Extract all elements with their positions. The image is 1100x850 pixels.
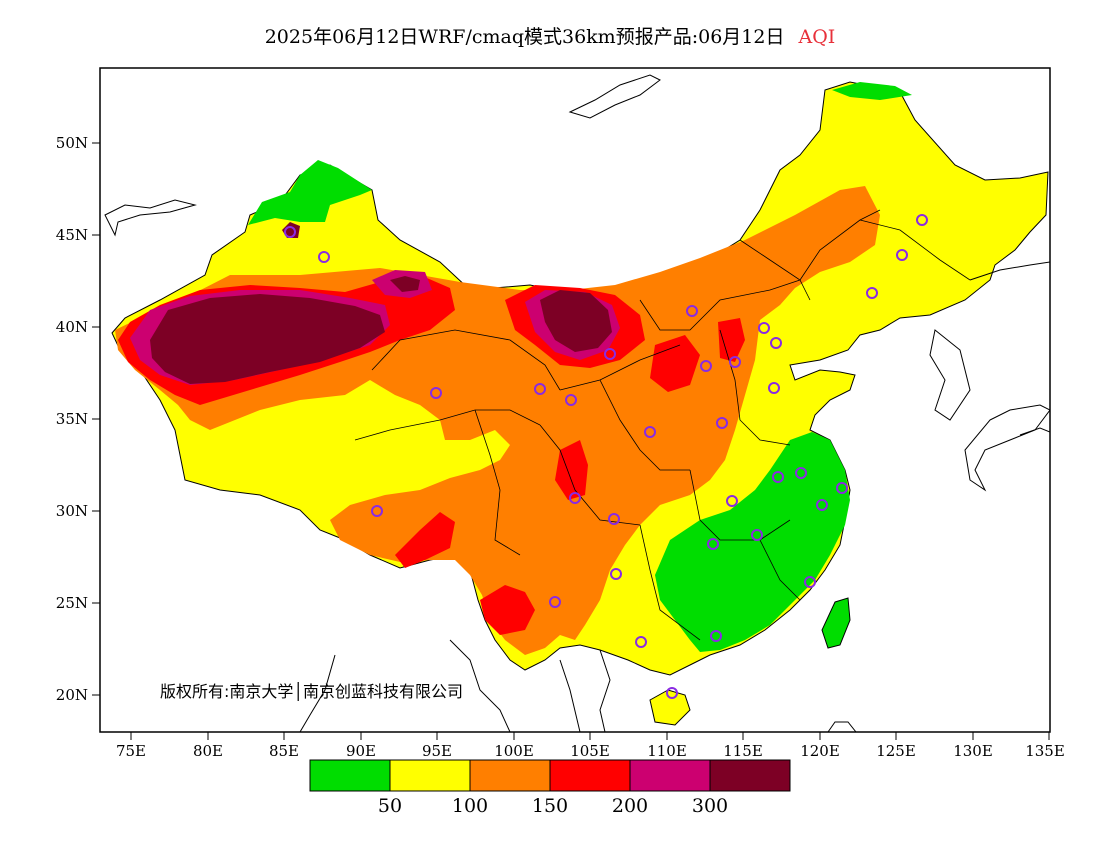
legend-swatch-hazardous	[709, 759, 791, 792]
legend-swatch-unhealthy	[549, 759, 631, 792]
province-boundaries	[354, 209, 971, 641]
green-region-south	[655, 432, 850, 652]
lon-label-90e: 90E	[346, 742, 376, 760]
lon-label-85e: 85E	[269, 742, 299, 760]
maroon-region-taklamakan	[150, 294, 385, 384]
copyright-text: 版权所有:南京大学│南京创蓝科技有限公司	[160, 681, 463, 701]
lon-label-95e: 95E	[422, 742, 452, 760]
lat-label-50n: 50N	[56, 134, 88, 152]
red-region-central-2	[718, 318, 745, 362]
taiwan-island	[821, 597, 851, 649]
neighbor-outlines	[104, 74, 1050, 732]
map-area	[104, 74, 1050, 732]
red-region-central-1	[650, 335, 700, 392]
red-region-sichuan	[555, 440, 588, 500]
latitude-axis	[92, 142, 100, 696]
legend-swatch-moderate	[389, 759, 471, 792]
legend-label-300: 300	[692, 795, 728, 817]
lon-label-75e: 75E	[116, 742, 146, 760]
green-region-northwest	[248, 160, 372, 225]
lon-label-100e: 100E	[494, 742, 534, 760]
legend-label-50: 50	[378, 795, 402, 817]
lat-label-45n: 45N	[56, 226, 88, 244]
station-markers	[284, 214, 928, 699]
title-text: 2025年06月12日WRF/cmaq模式36km预报产品:06月12日	[264, 26, 785, 48]
map-title: 2025年06月12日WRF/cmaq模式36km预报产品:06月12日 AQI	[0, 22, 1100, 49]
lat-label-25n: 25N	[56, 594, 88, 612]
lat-label-20n: 20N	[56, 686, 88, 704]
title-variable: AQI	[798, 26, 836, 48]
longitude-axis	[130, 732, 1050, 740]
hainan-island	[649, 689, 691, 726]
lon-label-135e: 135E	[1025, 742, 1065, 760]
lon-label-120e: 120E	[800, 742, 840, 760]
legend-swatch-very-unhealthy	[629, 759, 711, 792]
lon-label-105e: 105E	[570, 742, 610, 760]
legend-swatch-sensitive	[469, 759, 551, 792]
red-region-yunnan	[480, 585, 535, 635]
map-frame	[99, 67, 1051, 733]
legend-label-100: 100	[452, 795, 488, 817]
red-region-tibet	[395, 512, 455, 568]
lon-label-80e: 80E	[193, 742, 223, 760]
lat-label-30n: 30N	[56, 502, 88, 520]
legend-swatch-good	[309, 759, 391, 792]
lat-label-40n: 40N	[56, 318, 88, 336]
lon-label-110e: 110E	[647, 742, 687, 760]
green-region-northeast	[832, 82, 912, 100]
lon-label-125e: 125E	[876, 742, 916, 760]
lon-label-130e: 130E	[953, 742, 993, 760]
aqi-color-bar	[309, 759, 791, 792]
lat-label-35n: 35N	[56, 410, 88, 428]
legend-label-150: 150	[532, 795, 568, 817]
maroon-region-hami	[390, 276, 420, 292]
maroon-region-badain-jaran	[540, 290, 612, 352]
legend-label-200: 200	[612, 795, 648, 817]
lon-label-115e: 115E	[723, 742, 763, 760]
